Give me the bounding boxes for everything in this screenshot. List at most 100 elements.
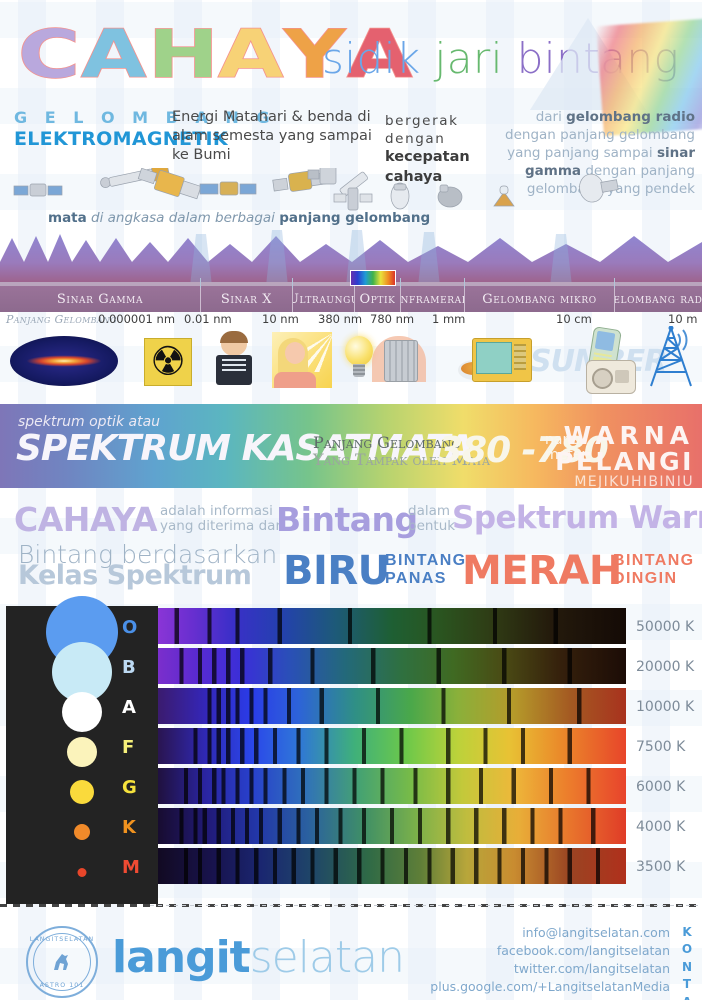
title-letter-2: H <box>147 16 220 93</box>
range-bold-gamma: sinar gamma <box>525 145 695 180</box>
title-letter-0: C <box>17 16 82 93</box>
brand-light: selatan <box>249 932 405 983</box>
pelangi-word: PELANGI <box>555 446 694 476</box>
kontak-letter-4: A <box>680 994 694 1000</box>
wavelength-value-6: 10 cm <box>556 312 592 326</box>
biru-sub1: BINTANG <box>385 552 467 569</box>
contact-link-1[interactable]: facebook.com/langitselatan <box>496 943 670 959</box>
space-telescopes-row: mata di angkasa dalam berbagai panjang g… <box>0 161 702 230</box>
absorption-lines-A <box>158 688 626 724</box>
title-letter-5: A <box>346 16 414 93</box>
em-tick-4 <box>464 278 465 288</box>
caption-bold-1: mata <box>48 210 87 226</box>
langitselatan-seal-icon: LANGITSELATAN ASTRO 101 <box>26 926 98 998</box>
poster-footer: LANGITSELATAN ASTRO 101 langitselatan in… <box>0 904 702 1000</box>
visible-mid-lines: Panjang Gelombang Yang Tampak oleh Mata <box>313 434 490 469</box>
wave-graphic <box>0 228 702 286</box>
visible-small-line: spektrum optik atau <box>18 414 161 430</box>
spectrum-strip-F <box>158 728 626 764</box>
star-size-dot-A <box>62 692 102 732</box>
brand-wordmark: langitselatan <box>112 932 405 983</box>
temperature-label-G: 6000 K <box>636 779 686 795</box>
spectrum-strip-B <box>158 648 626 684</box>
radio-tower-icon <box>644 326 698 387</box>
em-band-gelombang-mikro[interactable]: Gelombang mikro <box>464 286 614 312</box>
em-tick-1 <box>292 278 293 288</box>
subtitle-word-1: jari <box>420 34 503 83</box>
adalah-line2: yang diterima dari <box>160 517 285 534</box>
star-size-dot-K <box>74 824 90 840</box>
em-label-line1: G E L O M B A N G <box>14 108 276 127</box>
kontak-letter-0: K <box>682 925 692 939</box>
statement-biru: BIRU <box>283 548 390 594</box>
absorption-lines-F <box>158 728 626 764</box>
absorption-lines-B <box>158 648 626 684</box>
temperature-label-B: 20000 K <box>636 659 695 675</box>
visible-unit: nano meter <box>545 432 587 463</box>
statement-cahaya: CAHAYA <box>14 500 158 539</box>
range-bold-radio: gelombang radio <box>566 109 695 125</box>
caption-mid: di angkasa dalam berbagai <box>86 210 280 226</box>
star-size-dot-F <box>67 737 97 767</box>
em-label-line2: ELEKTROMAGNETIK <box>14 128 228 150</box>
spectrum-strip-M <box>158 848 626 884</box>
dalam-line1: dalam <box>408 503 451 519</box>
absorption-lines-G <box>158 768 626 804</box>
kontak-label: KONTAK <box>680 924 694 1000</box>
galaxy-gamma-icon <box>10 336 118 386</box>
mejikuhibiniu-word: MEJIKUHIBINIU <box>574 473 694 490</box>
infrared-heater-icon <box>372 332 426 384</box>
statement-spektrum-warna: Spektrum Warna <box>452 500 702 536</box>
em-tick-5 <box>614 278 615 288</box>
visible-mid-line1: Panjang Gelombang <box>313 433 461 452</box>
wavelength-scale-label: Panjang Gelombang <box>6 313 117 326</box>
star-size-dot-G <box>70 780 94 804</box>
em-band-optik[interactable]: Optik <box>354 286 400 312</box>
em-sources-row: SUMBER <box>0 326 702 398</box>
spectrum-strip-A <box>158 688 626 724</box>
wavelength-value-3: 380 nm <box>318 312 363 326</box>
em-band-sinar-x[interactable]: Sinar X <box>200 286 292 312</box>
temperature-label-A: 10000 K <box>636 699 695 715</box>
page-title: CAHAYA <box>17 16 414 93</box>
temperature-label-M: 3500 K <box>636 859 686 875</box>
visible-big-line: SPEKTRUM KASATMATA <box>16 428 474 469</box>
visible-range-value: 380 -780 <box>438 430 609 471</box>
contact-list: info@langitselatan.com facebook.com/langi… <box>430 924 670 1000</box>
rainbow-colors-label: WARNA PELANGI MEJIKUHIBINIU <box>555 421 694 491</box>
radio-receiver-icon <box>586 360 636 394</box>
em-band-ultraungu[interactable]: Ultraungu <box>292 286 354 312</box>
spectral-class-letter-M: M <box>122 857 140 878</box>
contact-link-3[interactable]: plus.google.com/+LangitselatanMedia <box>430 979 670 995</box>
contact-link-4[interactable]: instagram.com/langitselatanmedia <box>430 997 670 1000</box>
spectrum-strip-K <box>158 808 626 844</box>
merah-sub2: DINGIN <box>613 570 678 588</box>
telescopes-caption: mata di angkasa dalam berbagai panjang g… <box>48 210 430 226</box>
em-band-gelombang-radio[interactable]: Gelombang radio <box>614 286 702 312</box>
statement-bintang: Bintang <box>276 500 418 539</box>
dalam-line2: bentuk <box>408 517 456 534</box>
subtitle-word-0: sidik <box>322 34 421 83</box>
em-band-inframerah[interactable]: Inframerah <box>400 286 464 312</box>
absorption-lines-M <box>158 848 626 884</box>
merah-sub1: BINTANG <box>613 552 695 569</box>
star-size-panel <box>6 596 158 904</box>
contact-link-0[interactable]: info@langitselatan.com <box>522 925 670 940</box>
adalah-line1: adalah informasi <box>160 503 273 519</box>
wavelength-value-0: 0.000001 nm <box>98 312 176 326</box>
statement-bintang-berdasarkan: Bintang berdasarkan <box>18 540 278 569</box>
statement-merah: MERAH <box>462 548 622 594</box>
range-part1: dari <box>535 109 567 125</box>
wave-mountains-icon <box>0 230 702 286</box>
contact-link-2[interactable]: twitter.com/langitselatan <box>513 961 670 977</box>
warna-word: WARNA <box>563 421 694 450</box>
statement-kelas-spektrum: Kelas Spektrum <box>18 560 252 591</box>
light-bulb-icon <box>342 336 376 382</box>
radiation-hazard-icon <box>144 338 192 386</box>
horse-emblem-icon <box>54 954 68 970</box>
em-band-sinar-gamma[interactable]: Sinar Gamma <box>0 286 200 312</box>
footer-divider-light <box>150 905 702 906</box>
statements-block: CAHAYA adalah informasi yang diterima da… <box>0 494 702 594</box>
wavelength-scale: Panjang Gelombang 0.000001 nm 0.01 nm 10 n… <box>0 312 702 330</box>
